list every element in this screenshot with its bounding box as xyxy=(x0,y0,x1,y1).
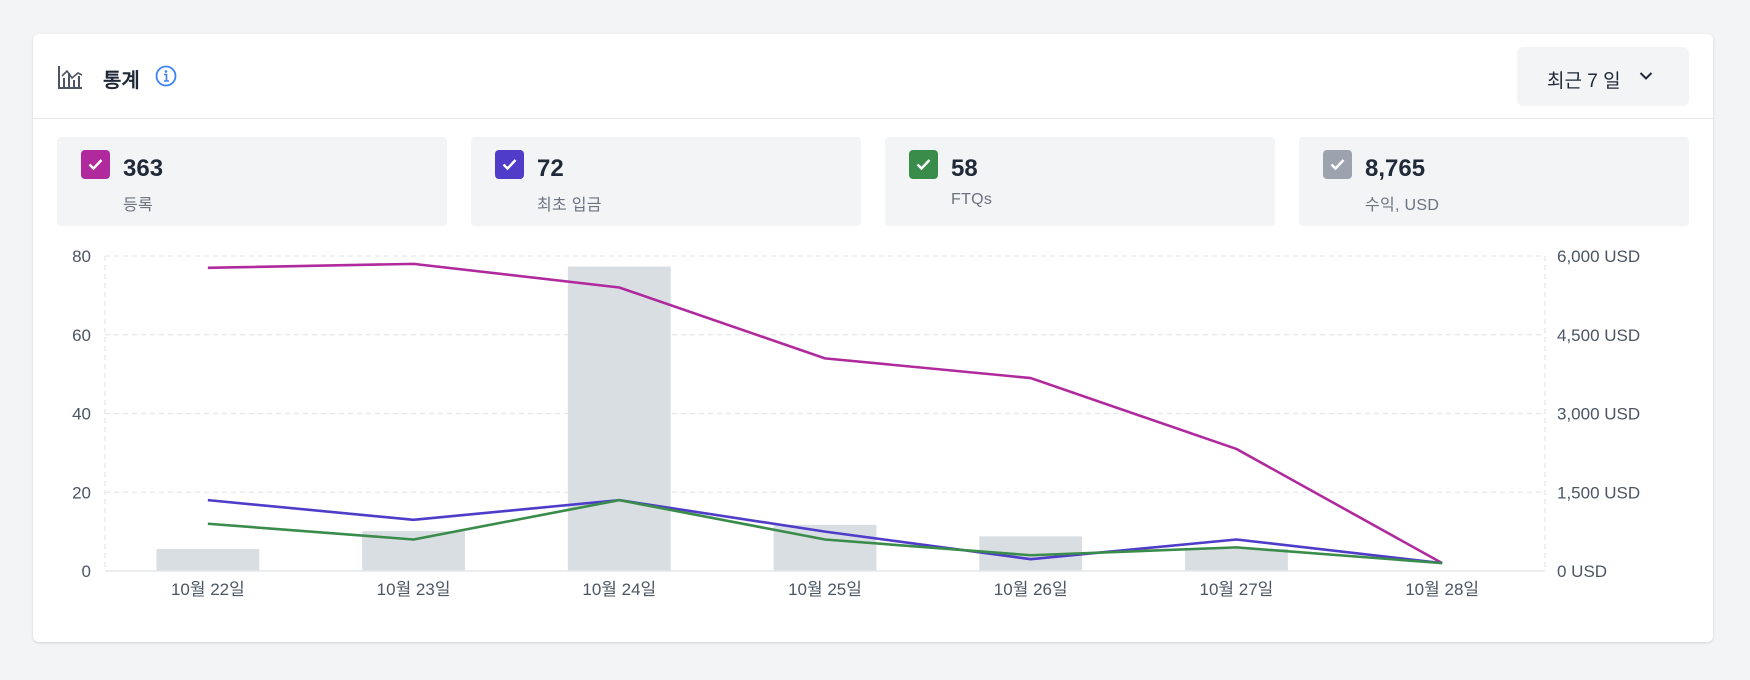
card-title: 통계 xyxy=(103,70,140,92)
stat-value: 58 xyxy=(951,155,978,182)
stat-card-first-deposit[interactable]: 72 최초 입금 xyxy=(471,137,861,226)
y-left-tick-label: 60 xyxy=(72,326,91,345)
y-left-tick-label: 80 xyxy=(72,247,91,266)
series-line-1 xyxy=(207,498,1443,565)
revenue-bar xyxy=(156,548,260,571)
stat-label: 최초 입금 xyxy=(537,197,602,214)
stat-card-revenue[interactable]: 8,765 수익, USD xyxy=(1299,137,1689,226)
stat-value: 72 xyxy=(537,155,564,182)
chart-icon xyxy=(58,66,83,89)
x-tick-label: 10월 25일 xyxy=(788,580,862,599)
x-tick-label: 10월 24일 xyxy=(582,580,656,599)
revenue-bar xyxy=(1185,548,1288,571)
y-left-tick-label: 40 xyxy=(72,405,91,424)
y-right-tick-label: 0 USD xyxy=(1557,562,1607,581)
check-icon xyxy=(88,159,103,171)
statistics-card: 통계 최근 7 일 363 등록 72 최초 입금 58 FTQs xyxy=(33,34,1713,642)
stat-label: 등록 xyxy=(123,197,154,214)
x-tick-label: 10월 22일 xyxy=(171,580,245,599)
y-right-tick-label: 1,500 USD xyxy=(1557,483,1640,502)
stat-card-ftqs[interactable]: 58 FTQs xyxy=(885,137,1275,226)
y-left-tick-label: 0 xyxy=(82,562,91,581)
stat-value: 363 xyxy=(123,155,164,182)
x-tick-label: 10월 28일 xyxy=(1405,580,1479,599)
period-label: 최근 7 일 xyxy=(1547,71,1621,92)
checkbox-ftqs[interactable] xyxy=(909,150,938,179)
x-tick-label: 10월 23일 xyxy=(377,580,451,599)
stat-value: 8,765 xyxy=(1365,155,1426,182)
y-right-tick-label: 3,000 USD xyxy=(1557,405,1640,424)
period-dropdown[interactable]: 최근 7 일 xyxy=(1517,47,1689,106)
check-icon xyxy=(502,159,517,171)
x-tick-label: 10월 26일 xyxy=(994,580,1068,599)
y-left-tick-label: 20 xyxy=(72,483,91,502)
chevron-down-icon xyxy=(1639,72,1653,80)
checkbox-revenue[interactable] xyxy=(1323,150,1352,179)
card-header: 통계 최근 7 일 xyxy=(33,34,1713,119)
stat-label: 수익, USD xyxy=(1365,197,1440,214)
check-icon xyxy=(1330,159,1345,171)
series-line-2 xyxy=(207,498,1443,565)
stat-label: FTQs xyxy=(951,191,993,208)
checkbox-registrations[interactable] xyxy=(81,150,110,179)
series-line-0 xyxy=(207,262,1443,565)
y-right-tick-label: 6,000 USD xyxy=(1557,247,1640,266)
info-icon[interactable] xyxy=(155,65,177,87)
checkbox-first-deposit[interactable] xyxy=(495,150,524,179)
statistics-chart: 0 20 40 60 80 0 USD 1,500 USD 3,000 USD 4,500 US… xyxy=(72,247,1640,599)
stat-card-registrations[interactable]: 363 등록 xyxy=(57,137,447,226)
check-icon xyxy=(916,159,931,171)
x-tick-label: 10월 27일 xyxy=(1200,580,1274,599)
revenue-bar xyxy=(567,266,671,571)
y-right-tick-label: 4,500 USD xyxy=(1557,326,1640,345)
